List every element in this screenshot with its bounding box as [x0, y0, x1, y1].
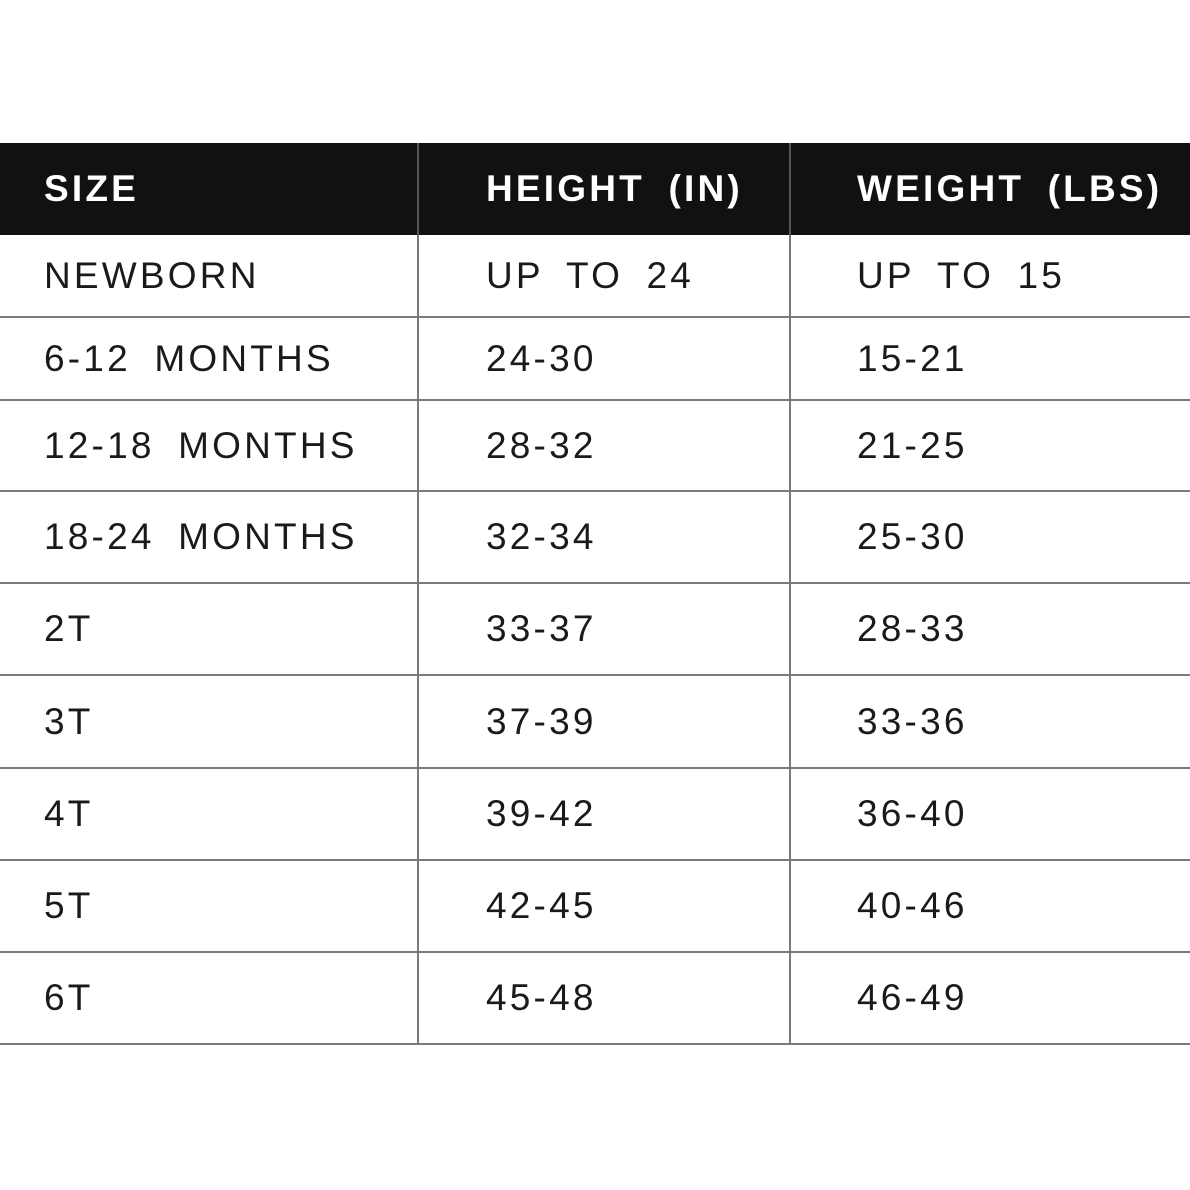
table-row: 2T 33-37 28-33	[0, 584, 1190, 676]
cell-weight: 40-46	[857, 885, 968, 926]
table-header-row: SIZE HEIGHT (IN) WEIGHT (LBS)	[0, 143, 1190, 235]
cell-weight: 28-33	[857, 608, 968, 649]
cell-height: 33-37	[419, 584, 791, 674]
cell-height: 45-48	[419, 953, 791, 1043]
cell-height: 39-42	[419, 769, 791, 859]
cell-weight: 36-40	[857, 793, 968, 834]
cell-weight: UP TO 15	[857, 254, 1066, 296]
header-size: SIZE	[0, 143, 419, 235]
cell-height: 28-32	[419, 401, 791, 490]
size-chart-table: SIZE HEIGHT (IN) WEIGHT (LBS) NEWBORN UP …	[0, 143, 1190, 1045]
cell-size: 3T	[0, 676, 419, 767]
table-row: 5T 42-45 40-46	[0, 861, 1190, 953]
table-row: 12-18 MONTHS 28-32 21-25	[0, 401, 1190, 492]
header-weight: WEIGHT (LBS)	[857, 168, 1163, 209]
table-row: 6-12 MONTHS 24-30 15-21	[0, 318, 1190, 401]
cell-height: 24-30	[419, 318, 791, 399]
cell-size: 12-18 MONTHS	[0, 401, 419, 490]
cell-height: 32-34	[419, 492, 791, 582]
cell-weight: 46-49	[857, 977, 968, 1018]
table-row: 4T 39-42 36-40	[0, 769, 1190, 861]
table-row: NEWBORN UP TO 24 UP TO 15	[0, 235, 1190, 318]
cell-size: 6T	[0, 953, 419, 1043]
table-row: 18-24 MONTHS 32-34 25-30	[0, 492, 1190, 584]
cell-size: 2T	[0, 584, 419, 674]
cell-weight: 25-30	[857, 516, 968, 557]
cell-weight: 33-36	[857, 700, 968, 742]
cell-height: 37-39	[419, 676, 791, 767]
table-row: 6T 45-48 46-49	[0, 953, 1190, 1045]
cell-size: 4T	[0, 769, 419, 859]
cell-size: 6-12 MONTHS	[0, 318, 419, 399]
cell-weight: 21-25	[857, 424, 968, 466]
cell-height: 42-45	[419, 861, 791, 951]
table-row: 3T 37-39 33-36	[0, 676, 1190, 769]
cell-size: NEWBORN	[0, 235, 419, 316]
cell-weight: 15-21	[857, 337, 968, 379]
cell-size: 5T	[0, 861, 419, 951]
cell-height: UP TO 24	[419, 235, 791, 316]
cell-size: 18-24 MONTHS	[0, 492, 419, 582]
header-height: HEIGHT (IN)	[419, 143, 791, 235]
